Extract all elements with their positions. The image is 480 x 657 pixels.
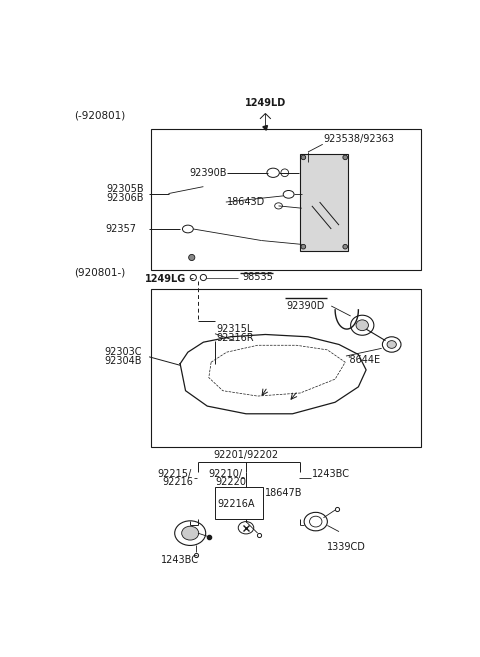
Text: 1243BC: 1243BC: [312, 469, 350, 479]
Text: 92306B: 92306B: [107, 193, 144, 203]
Bar: [215, 487, 263, 519]
Ellipse shape: [356, 320, 369, 330]
Text: 1339CD: 1339CD: [327, 542, 366, 552]
Ellipse shape: [343, 155, 348, 160]
Ellipse shape: [387, 340, 396, 348]
Text: 92216A: 92216A: [217, 499, 255, 509]
Ellipse shape: [175, 521, 206, 545]
Text: 92304B: 92304B: [104, 357, 142, 367]
Text: 92315L: 92315L: [216, 324, 253, 334]
Text: 92357: 92357: [105, 224, 136, 234]
Text: 92390B: 92390B: [190, 168, 227, 178]
Text: 92220: 92220: [215, 478, 246, 487]
Text: 92390D: 92390D: [286, 301, 324, 311]
Text: 1243BC: 1243BC: [161, 555, 199, 565]
Bar: [300, 154, 348, 250]
Text: 92316R: 92316R: [216, 333, 254, 344]
Ellipse shape: [238, 522, 254, 534]
Text: (920801-): (920801-): [74, 268, 125, 278]
Text: '8644E: '8644E: [347, 355, 380, 365]
Text: 18643D: 18643D: [227, 197, 265, 207]
Text: 92215/: 92215/: [157, 469, 191, 479]
Text: 18647B: 18647B: [265, 488, 303, 498]
Text: 92201/92202: 92201/92202: [214, 449, 278, 460]
Ellipse shape: [181, 526, 199, 540]
Bar: [152, 129, 421, 270]
Bar: [152, 289, 421, 447]
Text: 98535: 98535: [242, 273, 273, 283]
Ellipse shape: [301, 244, 306, 249]
Text: 923538/92363: 923538/92363: [324, 134, 395, 144]
Text: 92305B: 92305B: [107, 184, 144, 194]
Ellipse shape: [343, 244, 348, 249]
Ellipse shape: [301, 155, 306, 160]
Ellipse shape: [350, 315, 374, 335]
Ellipse shape: [200, 275, 206, 281]
Text: 92210/: 92210/: [209, 469, 243, 479]
Text: 92216: 92216: [162, 478, 193, 487]
Text: 1249LD: 1249LD: [245, 99, 286, 108]
Ellipse shape: [383, 337, 401, 352]
Ellipse shape: [190, 275, 196, 281]
Text: (-920801): (-920801): [74, 111, 125, 121]
Text: 1249LG: 1249LG: [145, 274, 186, 284]
Text: 92303C: 92303C: [104, 347, 142, 357]
Ellipse shape: [304, 512, 327, 531]
Ellipse shape: [189, 254, 195, 261]
